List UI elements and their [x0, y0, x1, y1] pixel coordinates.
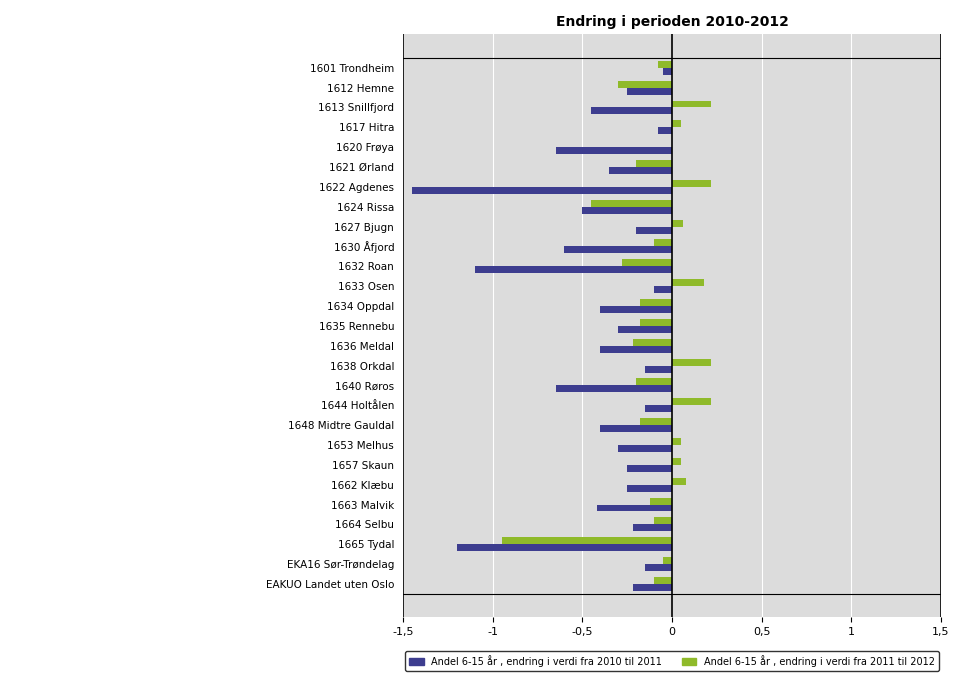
Bar: [622, 259, 672, 266]
Bar: [556, 147, 672, 154]
Bar: [672, 120, 681, 128]
Bar: [672, 399, 711, 405]
Bar: [636, 379, 672, 386]
Bar: [645, 405, 672, 412]
Bar: [672, 458, 681, 465]
Bar: [645, 366, 672, 372]
Bar: [672, 359, 711, 366]
Bar: [663, 68, 672, 75]
Bar: [663, 557, 672, 564]
Bar: [627, 485, 672, 492]
Bar: [591, 108, 672, 115]
Bar: [639, 299, 672, 306]
Bar: [618, 326, 672, 333]
Bar: [457, 544, 672, 551]
Bar: [633, 339, 672, 346]
Bar: [633, 584, 672, 591]
Bar: [654, 517, 672, 524]
Bar: [627, 465, 672, 472]
Bar: [672, 180, 711, 187]
Bar: [636, 226, 672, 233]
Bar: [639, 319, 672, 326]
Bar: [502, 537, 672, 544]
Bar: [597, 504, 672, 512]
Bar: [645, 564, 672, 571]
Bar: [654, 577, 672, 584]
Bar: [651, 497, 672, 504]
Bar: [618, 81, 672, 88]
Bar: [654, 286, 672, 293]
Bar: [583, 206, 672, 213]
Title: Endring i perioden 2010-2012: Endring i perioden 2010-2012: [556, 15, 788, 29]
Bar: [658, 128, 672, 134]
Bar: [618, 445, 672, 452]
Bar: [654, 239, 672, 246]
Bar: [556, 386, 672, 392]
Bar: [600, 425, 672, 432]
Bar: [600, 306, 672, 313]
Bar: [672, 477, 686, 485]
Bar: [475, 266, 672, 273]
Bar: [672, 279, 705, 286]
Bar: [672, 101, 711, 108]
Bar: [672, 220, 683, 226]
Bar: [591, 200, 672, 206]
Bar: [610, 167, 672, 174]
Bar: [636, 160, 672, 167]
Bar: [564, 246, 672, 253]
Bar: [639, 418, 672, 425]
Bar: [672, 438, 681, 445]
Legend: Andel 6-15 år , endring i verdi fra 2010 til 2011, Andel 6-15 år , endring i ver: Andel 6-15 år , endring i verdi fra 2010…: [405, 651, 939, 671]
Bar: [600, 346, 672, 353]
Bar: [627, 88, 672, 95]
Bar: [412, 187, 672, 194]
Bar: [633, 524, 672, 532]
Bar: [658, 61, 672, 68]
